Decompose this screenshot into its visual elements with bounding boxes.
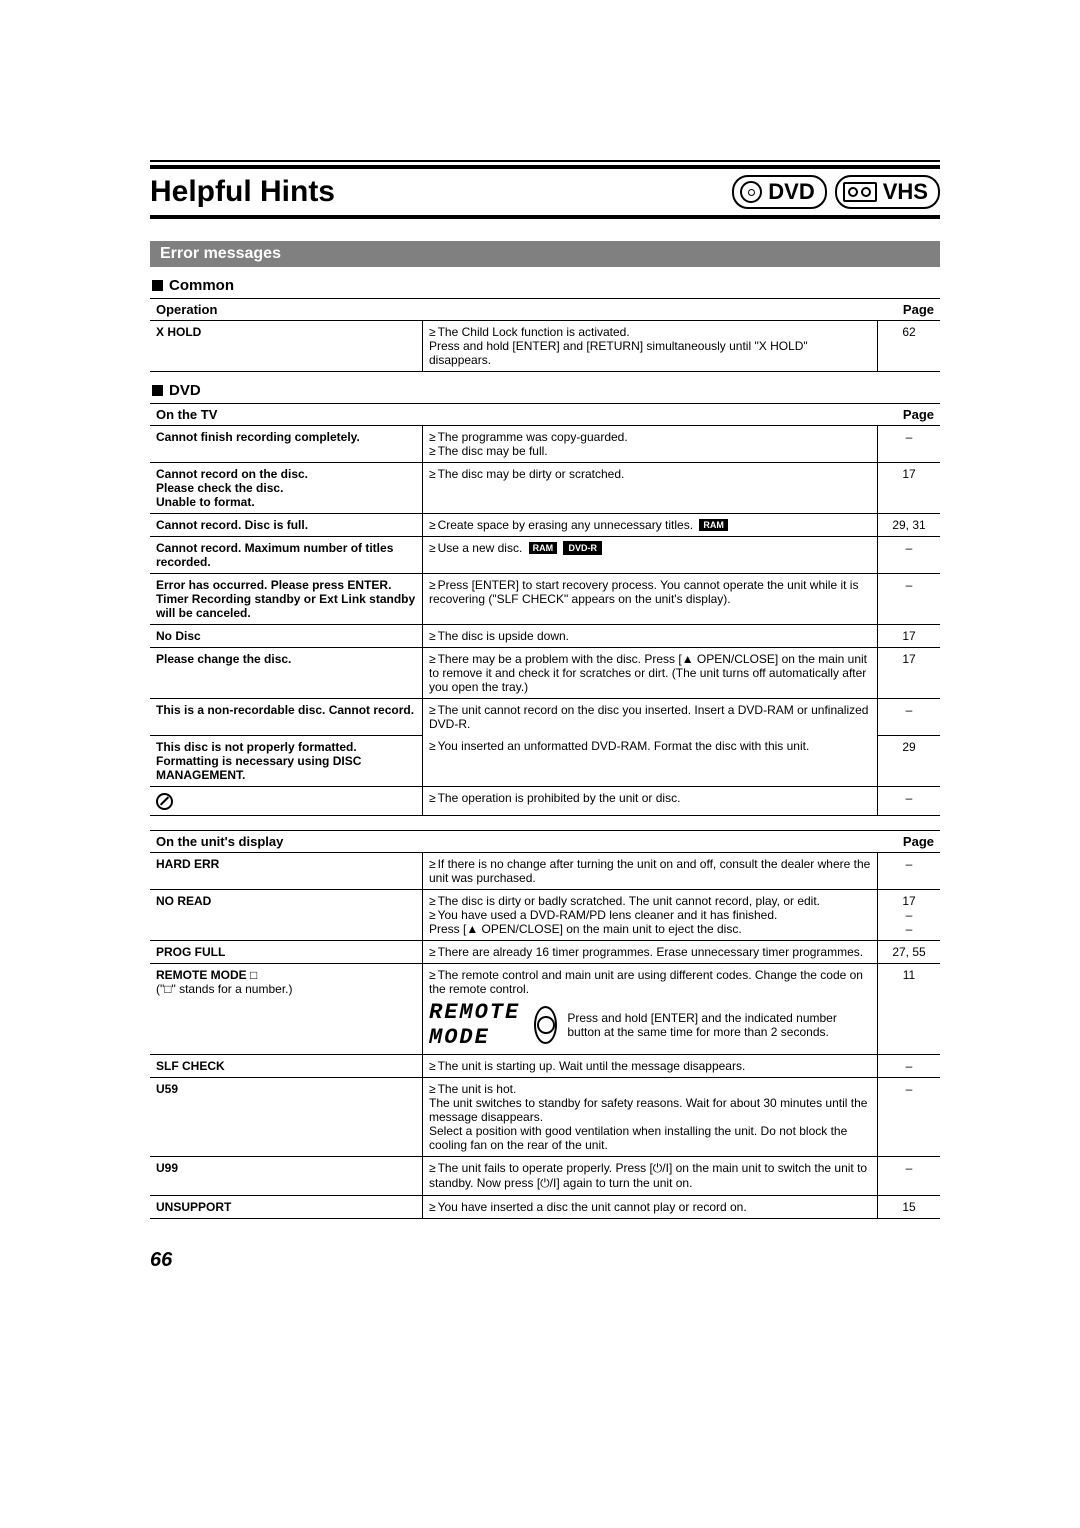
row-mid: The unit cannot record on the disc you i… xyxy=(423,699,878,736)
row-page: – xyxy=(878,786,941,815)
row-page: 11 xyxy=(878,963,941,1054)
th-on-display: On the unit's display xyxy=(150,830,423,852)
dvd-badge: DVD xyxy=(732,175,826,209)
format-badges: DVD VHS xyxy=(732,175,940,209)
disc-icon xyxy=(740,181,762,203)
row-mid: The remote control and main unit are usi… xyxy=(423,963,878,1054)
row-page: 17 xyxy=(878,648,941,699)
row-left xyxy=(150,786,423,815)
row-left: UNSUPPORT xyxy=(150,1195,423,1218)
vhs-badge-label: VHS xyxy=(883,179,928,205)
row-page: 17 xyxy=(878,625,941,648)
dial-icon xyxy=(534,1006,557,1044)
row-page: – xyxy=(878,574,941,625)
row-page: 27, 55 xyxy=(878,940,941,963)
vhs-badge: VHS xyxy=(835,175,940,209)
th-page: Page xyxy=(878,830,941,852)
row-mid: The unit fails to operate properly. Pres… xyxy=(423,1156,878,1195)
row-left: HARD ERR xyxy=(150,852,423,889)
dvd-badge-label: DVD xyxy=(768,179,814,205)
row-mid: The programme was copy-guarded.The disc … xyxy=(423,426,878,463)
row-left: Error has occurred. Please press ENTER. … xyxy=(150,574,423,625)
row-mid: There are already 16 timer programmes. E… xyxy=(423,940,878,963)
row-mid: The disc is dirty or badly scratched. Th… xyxy=(423,889,878,940)
row-mid: There may be a problem with the disc. Pr… xyxy=(423,648,878,699)
row-mid: If there is no change after turning the … xyxy=(423,852,878,889)
row-left: PROG FULL xyxy=(150,940,423,963)
remote-mode-note: Press and hold [ENTER] and the indicated… xyxy=(567,1011,871,1039)
th-page: Page xyxy=(878,404,941,426)
subhead-common: Common xyxy=(152,277,940,294)
title-row: Helpful Hints DVD VHS xyxy=(150,173,940,219)
row-mid: The disc may be dirty or scratched. xyxy=(423,463,878,514)
row-left: U59 xyxy=(150,1077,423,1156)
row-page: – xyxy=(878,537,941,574)
row-page: 62 xyxy=(878,321,941,372)
th-page: Page xyxy=(878,299,941,321)
subhead-dvd: DVD xyxy=(152,382,940,399)
row-mid: The unit is hot.The unit switches to sta… xyxy=(423,1077,878,1156)
row-left: REMOTE MODE □("□" stands for a number.) xyxy=(150,963,423,1054)
table-dvd-tv: On the TV Page Cannot finish recording c… xyxy=(150,403,940,816)
row-page: – xyxy=(878,1156,941,1195)
row-left: Cannot finish recording completely. xyxy=(150,426,423,463)
row-left: U99 xyxy=(150,1156,423,1195)
row-mid: The Child Lock function is activated.Pre… xyxy=(423,321,878,372)
page-number: 66 xyxy=(150,1249,940,1272)
row-page: – xyxy=(878,1054,941,1077)
row-mid: You inserted an unformatted DVD-RAM. For… xyxy=(423,735,878,786)
row-mid: You have inserted a disc the unit cannot… xyxy=(423,1195,878,1218)
row-mid: The unit is starting up. Wait until the … xyxy=(423,1054,878,1077)
dvd-heading: DVD xyxy=(169,382,201,399)
row-left: X HOLD xyxy=(150,321,423,372)
th-operation: Operation xyxy=(150,299,423,321)
row-page: – xyxy=(878,426,941,463)
row-mid: The disc is upside down. xyxy=(423,625,878,648)
row-page: – xyxy=(878,1077,941,1156)
section-error-messages: Error messages xyxy=(150,241,940,267)
row-page: – xyxy=(878,699,941,736)
row-page: 29 xyxy=(878,735,941,786)
square-bullet-icon xyxy=(152,385,163,396)
row-left: Cannot record. Disc is full. xyxy=(150,514,423,537)
remote-mode-display: REMOTE MODE xyxy=(429,1000,524,1050)
row-page: 29, 31 xyxy=(878,514,941,537)
table-dvd-display: On the unit's display Page HARD ERRIf th… xyxy=(150,830,940,1219)
row-left: SLF CHECK xyxy=(150,1054,423,1077)
row-left: This is a non-recordable disc. Cannot re… xyxy=(150,699,423,736)
tape-icon xyxy=(843,182,877,202)
common-heading: Common xyxy=(169,277,234,294)
row-left: Cannot record on the disc.Please check t… xyxy=(150,463,423,514)
row-left: No Disc xyxy=(150,625,423,648)
row-mid: Press [ENTER] to start recovery process.… xyxy=(423,574,878,625)
row-page: 17–– xyxy=(878,889,941,940)
row-mid: Use a new disc. RAM DVD-R xyxy=(423,537,878,574)
row-mid: The operation is prohibited by the unit … xyxy=(423,786,878,815)
row-left: This disc is not properly formatted. For… xyxy=(150,735,423,786)
header-rule xyxy=(150,160,940,169)
prohibit-icon xyxy=(156,793,173,810)
row-mid: Create space by erasing any unnecessary … xyxy=(423,514,878,537)
row-page: 15 xyxy=(878,1195,941,1218)
row-left: Cannot record. Maximum number of titles … xyxy=(150,537,423,574)
row-left: NO READ xyxy=(150,889,423,940)
square-bullet-icon xyxy=(152,280,163,291)
th-on-tv: On the TV xyxy=(150,404,423,426)
table-common: Operation Page X HOLDThe Child Lock func… xyxy=(150,298,940,372)
row-page: – xyxy=(878,852,941,889)
page-title: Helpful Hints xyxy=(150,175,335,209)
row-left: Please change the disc. xyxy=(150,648,423,699)
row-page: 17 xyxy=(878,463,941,514)
